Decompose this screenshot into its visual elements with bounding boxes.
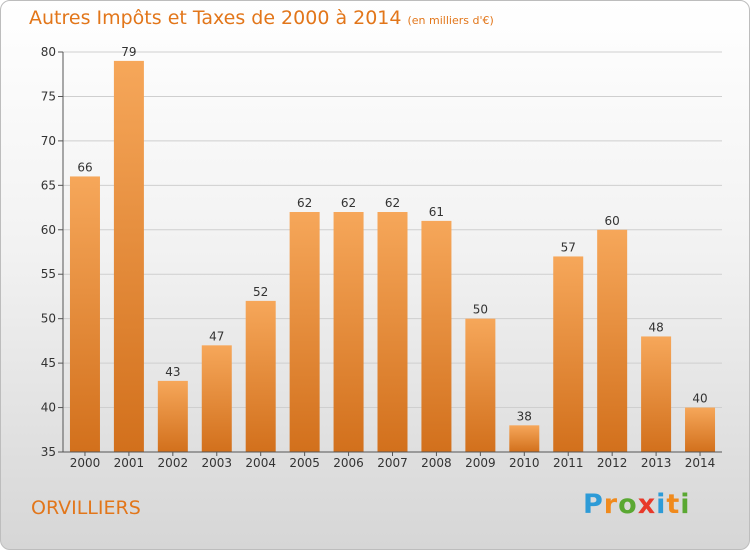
proxiti-logo: Proxiti bbox=[583, 489, 691, 520]
data-label: 40 bbox=[692, 392, 707, 406]
data-labels: 66 79 43 47 52 62 62 62 61 50 38 57 60 48 40 bbox=[77, 45, 707, 423]
bars bbox=[69, 60, 716, 453]
y-tick-label: 45 bbox=[41, 356, 56, 370]
x-tick-label: 2009 bbox=[465, 456, 496, 470]
x-tick-label: 2010 bbox=[509, 456, 540, 470]
data-label: 66 bbox=[77, 160, 92, 174]
x-tick-label: 2001 bbox=[114, 456, 145, 470]
y-tick-label: 80 bbox=[41, 45, 56, 59]
bar bbox=[333, 212, 364, 452]
bar bbox=[641, 336, 672, 452]
bar bbox=[289, 212, 320, 452]
data-label: 62 bbox=[341, 196, 356, 210]
data-label: 52 bbox=[253, 285, 268, 299]
y-tick-label: 50 bbox=[41, 312, 56, 326]
bar bbox=[509, 425, 540, 452]
x-tick-label: 2006 bbox=[333, 456, 364, 470]
logo-letter: i bbox=[656, 489, 667, 520]
bar bbox=[113, 60, 144, 453]
x-tick-label: 2003 bbox=[201, 456, 232, 470]
bar bbox=[685, 407, 716, 452]
bar bbox=[421, 220, 452, 452]
y-tick-label: 55 bbox=[41, 267, 56, 281]
x-tick-label: 2013 bbox=[641, 456, 672, 470]
x-tick-label: 2000 bbox=[70, 456, 101, 470]
y-tick-label: 70 bbox=[41, 134, 56, 148]
logo-letter: i bbox=[680, 489, 691, 520]
data-label: 57 bbox=[561, 240, 576, 254]
logo-letter: x bbox=[637, 489, 657, 520]
bar bbox=[553, 256, 584, 452]
bar bbox=[201, 345, 232, 452]
data-label: 50 bbox=[473, 303, 488, 317]
bar bbox=[377, 212, 408, 452]
chart-title-unit: (en milliers d'€) bbox=[407, 14, 494, 27]
y-tick-labels: 35 40 45 50 55 60 65 70 75 80 bbox=[41, 45, 56, 459]
y-tick-label: 65 bbox=[41, 178, 56, 192]
y-tick-label: 40 bbox=[41, 401, 56, 415]
x-tick-label: 2011 bbox=[553, 456, 584, 470]
commune-name: ORVILLIERS bbox=[31, 497, 141, 519]
data-label: 62 bbox=[385, 196, 400, 210]
bar bbox=[69, 176, 100, 452]
x-tick-label: 2005 bbox=[289, 456, 320, 470]
bar bbox=[245, 300, 276, 452]
logo-letter: o bbox=[618, 489, 638, 520]
y-tick-label: 75 bbox=[41, 89, 56, 103]
bar bbox=[597, 229, 628, 452]
data-label: 38 bbox=[517, 409, 532, 423]
axes bbox=[58, 51, 722, 456]
data-label: 47 bbox=[209, 329, 224, 343]
data-label: 43 bbox=[165, 365, 180, 379]
y-tick-label: 35 bbox=[41, 445, 56, 459]
y-tick-label: 60 bbox=[41, 223, 56, 237]
logo-letter: P bbox=[583, 489, 604, 520]
x-tick-label: 2012 bbox=[597, 456, 628, 470]
x-tick-labels: 2000 2001 2002 2003 2004 2005 2006 2007 2008 2009… bbox=[70, 456, 716, 470]
chart-title: Autres Impôts et Taxes de 2000 à 2014 (en… bbox=[29, 7, 494, 29]
x-tick-label: 2004 bbox=[245, 456, 276, 470]
data-label: 61 bbox=[429, 205, 444, 219]
chart-title-main: Autres Impôts et Taxes de 2000 à 2014 bbox=[29, 7, 402, 29]
x-tick-label: 2014 bbox=[685, 456, 716, 470]
data-label: 60 bbox=[605, 214, 620, 228]
data-label: 79 bbox=[121, 45, 136, 59]
bar bbox=[157, 380, 188, 452]
data-label: 48 bbox=[648, 320, 663, 334]
data-label: 62 bbox=[297, 196, 312, 210]
x-tick-label: 2007 bbox=[377, 456, 408, 470]
x-tick-label: 2008 bbox=[421, 456, 452, 470]
x-tick-label: 2002 bbox=[158, 456, 189, 470]
bar bbox=[465, 318, 496, 452]
logo-letter: t bbox=[666, 489, 681, 520]
logo-letter: r bbox=[603, 489, 619, 520]
